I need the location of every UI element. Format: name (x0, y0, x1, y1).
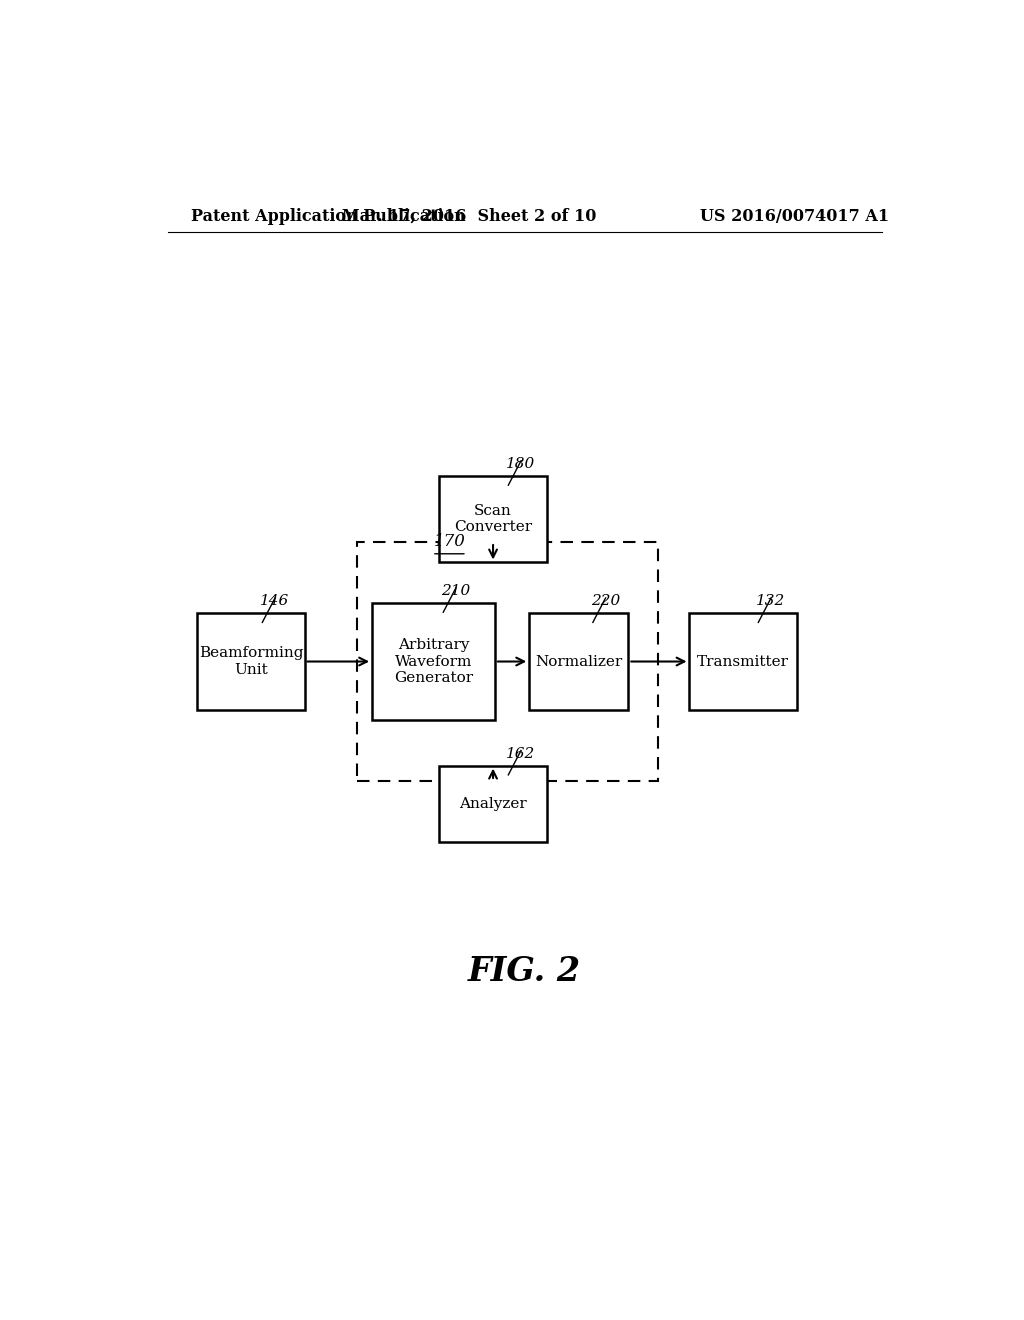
Text: US 2016/0074017 A1: US 2016/0074017 A1 (700, 207, 889, 224)
Text: Patent Application Publication: Patent Application Publication (191, 207, 466, 224)
Bar (198, 614, 304, 710)
Text: 162: 162 (507, 747, 536, 760)
Text: Mar. 17, 2016  Sheet 2 of 10: Mar. 17, 2016 Sheet 2 of 10 (342, 207, 596, 224)
Bar (356, 543, 658, 781)
Text: 132: 132 (757, 594, 785, 609)
Text: FIG. 2: FIG. 2 (468, 956, 582, 987)
Text: 146: 146 (260, 594, 290, 609)
Text: Scan
Converter: Scan Converter (454, 504, 532, 535)
Bar (439, 477, 547, 562)
Text: 220: 220 (591, 594, 621, 609)
Bar (439, 766, 547, 842)
Text: 180: 180 (507, 457, 536, 471)
Text: Transmitter: Transmitter (697, 655, 790, 668)
Text: Arbitrary
Waveform
Generator: Arbitrary Waveform Generator (394, 639, 473, 685)
Text: 210: 210 (441, 583, 471, 598)
Bar (529, 614, 629, 710)
Text: Beamforming
Unit: Beamforming Unit (199, 647, 303, 677)
Text: Normalizer: Normalizer (536, 655, 623, 668)
Text: 170: 170 (433, 533, 465, 549)
Bar (689, 614, 797, 710)
Bar (372, 603, 495, 719)
Text: Analyzer: Analyzer (459, 797, 527, 810)
